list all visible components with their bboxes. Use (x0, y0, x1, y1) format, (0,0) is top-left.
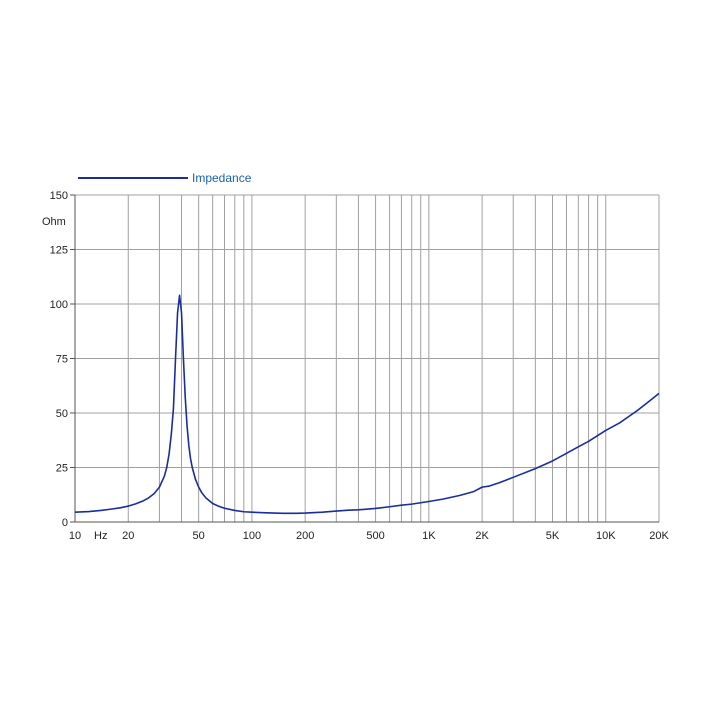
x-tick-label: 5K (546, 530, 560, 542)
x-tick-label: 20K (649, 530, 669, 542)
series-line-impedance (74, 294, 660, 515)
legend-label-impedance: Impedance (192, 171, 252, 185)
y-tick-label: 0 (62, 517, 68, 529)
y-tick-label: 150 (50, 190, 68, 202)
y-tick-labels: 0 25 50 75 100 125 150 (50, 190, 68, 529)
x-tick-label: 200 (296, 530, 314, 542)
y-tick-label: 50 (56, 408, 68, 420)
y-tick-label: 75 (56, 354, 68, 366)
x-tick-label: 20 (122, 530, 134, 542)
x-tick-label: 10 (69, 530, 81, 542)
x-tick-labels: 10 20 50 100 200 500 1K 2K 5K 10K 20K (69, 530, 670, 542)
grid (70, 194, 660, 523)
legend: Impedance (78, 171, 252, 185)
x-axis-unit-label: Hz (94, 530, 107, 542)
y-tick-label: 100 (50, 299, 68, 311)
x-tick-label: 50 (193, 530, 205, 542)
x-tick-label: 10K (596, 530, 616, 542)
x-tick-label: 500 (366, 530, 384, 542)
x-tick-label: 1K (422, 530, 436, 542)
y-axis-unit-label: Ohm (42, 216, 66, 228)
series (74, 294, 660, 515)
x-tick-label: 2K (475, 530, 489, 542)
y-tick-label: 25 (56, 463, 68, 475)
x-tick-label: 100 (243, 530, 261, 542)
y-tick-label: 125 (50, 245, 68, 257)
